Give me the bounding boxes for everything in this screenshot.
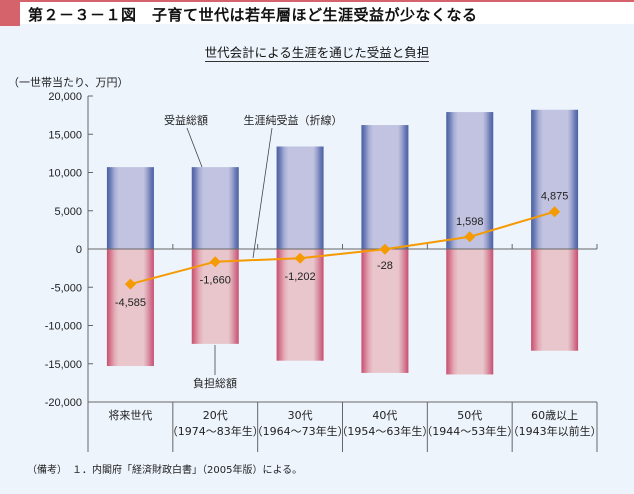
net-benefit-line: -4,585 -1,660 -1,202 -28 1,598 4,875	[115, 191, 569, 309]
benefit-bar	[191, 167, 239, 249]
bars	[106, 109, 579, 375]
x-axis: 将来世代 20代 （1974～83年生） 30代 （1964～73年生） 40代 （1954…	[87, 244, 602, 452]
header-accent-block	[0, 2, 20, 26]
annotation-net-benefit: 生涯純受益（折線）	[244, 113, 343, 127]
net-benefit-polyline	[130, 210, 555, 286]
burden-bar	[276, 249, 324, 361]
annotation-leader	[186, 127, 203, 168]
net-benefit-marker	[124, 278, 136, 290]
figure-header: 第２－３－１図 子育て世代は若年層ほど生涯受益が少なくなる	[0, 0, 634, 26]
annotation-burden-total: 負担総額	[193, 376, 237, 390]
category-label: 将来世代	[108, 409, 152, 422]
category-sublabel: （1944～53年生）	[421, 424, 518, 438]
burden-bar	[106, 249, 154, 367]
category-sublabel: （1974～83年生）	[167, 424, 264, 438]
benefit-bar	[276, 146, 324, 249]
net-benefit-marker	[549, 206, 561, 218]
annotation-leader	[252, 127, 273, 259]
y-axis-unit-label: （一世帯当たり、万円）	[8, 76, 129, 89]
net-benefit-label: -4,585	[115, 297, 146, 309]
category-label: 60歳以上	[531, 409, 578, 422]
benefit-bar	[531, 109, 579, 250]
annotation-benefit-total: 受益総額	[164, 113, 208, 127]
category-sublabel: （1943年以前生）	[508, 424, 602, 438]
net-benefit-label: 4,875	[541, 191, 569, 203]
figure-title: 第２－３－１図 子育て世代は若年層ほど生涯受益が少なくなる	[28, 6, 478, 24]
y-tick-label: -15,000	[45, 359, 82, 371]
burden-bar	[361, 249, 409, 373]
chart-title: 世代会計による生涯を通じた受益と負担	[204, 45, 430, 62]
y-axis: 20,000 15,000 10,000 5,000 0 -5,000 -10,000 -15…	[45, 91, 93, 409]
benefit-bar	[446, 112, 494, 249]
net-benefit-marker	[379, 243, 391, 255]
y-tick-label: 5,000	[54, 206, 82, 218]
y-tick-label: -5,000	[51, 282, 82, 294]
category-label: 50代	[457, 409, 482, 422]
y-tick-label: 10,000	[48, 168, 82, 180]
annotations: 受益総額 生涯純受益（折線） 負担総額	[164, 113, 343, 390]
category-label: 20代	[203, 409, 228, 422]
chart-title-wrap: 世代会計による生涯を通じた受益と負担	[0, 42, 634, 62]
net-benefit-marker	[209, 256, 221, 268]
footnote: （備考） １．内閣府「経済財政白書」（2005年版）による。	[27, 465, 303, 476]
y-tick-label: -20,000	[45, 397, 82, 409]
y-tick-label: 0	[76, 244, 82, 256]
y-tick-label: 20,000	[48, 91, 82, 103]
category-label: 40代	[372, 409, 397, 422]
y-tick-label: 15,000	[48, 129, 82, 141]
y-tick-label: -10,000	[45, 321, 82, 333]
category-sublabel: （1954～63年生）	[336, 424, 433, 438]
benefit-bar	[106, 167, 154, 249]
category-label: 30代	[288, 409, 313, 422]
net-benefit-label: -1,660	[200, 275, 231, 287]
benefit-bar	[361, 125, 409, 249]
category-sublabel: （1964～73年生）	[252, 424, 349, 438]
burden-bar	[531, 249, 579, 351]
net-benefit-label: -1,202	[284, 271, 315, 283]
burden-bar	[446, 249, 494, 375]
net-benefit-label: -28	[377, 260, 393, 272]
net-benefit-label: 1,598	[456, 216, 484, 228]
net-benefit-marker	[464, 231, 476, 243]
net-benefit-marker	[294, 252, 306, 264]
